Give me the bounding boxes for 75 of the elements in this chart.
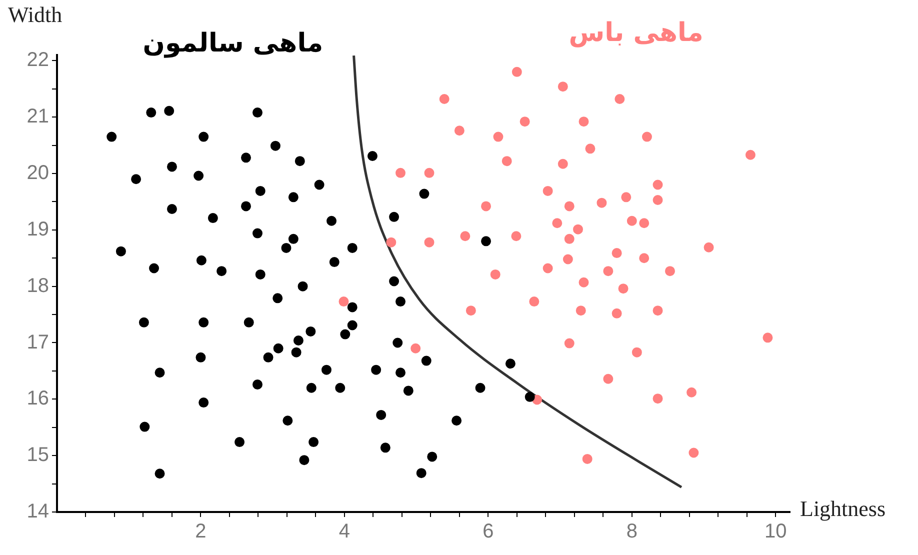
point — [664, 266, 675, 276]
point — [481, 201, 492, 212]
point — [490, 269, 500, 280]
point — [652, 180, 663, 190]
y-tick-label: 14 — [26, 500, 49, 523]
point — [639, 218, 650, 228]
x-tick-label: 6 — [482, 520, 494, 543]
point — [529, 296, 540, 307]
point — [614, 94, 625, 104]
point — [502, 156, 512, 166]
point — [396, 168, 406, 178]
point — [558, 82, 568, 92]
point — [542, 263, 553, 274]
point — [576, 306, 586, 316]
y-tick-label: 16 — [26, 388, 49, 410]
point — [460, 231, 470, 242]
series-label: ماهی باس — [568, 18, 704, 48]
point — [603, 266, 614, 276]
point — [439, 94, 450, 104]
point — [493, 132, 504, 142]
point — [582, 454, 592, 464]
point — [520, 116, 530, 127]
line-series — [352, 55, 683, 488]
y-axis-title: Width — [8, 2, 62, 27]
point — [578, 116, 589, 127]
point — [639, 253, 650, 264]
point — [686, 387, 697, 398]
point — [386, 237, 396, 248]
point — [618, 284, 628, 294]
point — [573, 224, 584, 234]
x-axis-title: Lightness — [800, 496, 886, 521]
point — [632, 347, 642, 358]
y-tick-label: 19 — [26, 218, 49, 240]
point — [585, 144, 596, 154]
point — [542, 186, 553, 196]
y-tick-label: 17 — [26, 331, 49, 354]
point — [424, 237, 434, 248]
point — [466, 306, 476, 316]
y-tick-label: 18 — [26, 274, 49, 297]
point — [424, 168, 434, 178]
point — [410, 343, 421, 354]
point — [564, 338, 574, 348]
point — [562, 254, 573, 264]
point — [626, 216, 637, 226]
point — [704, 242, 714, 252]
x-tick-label: 2 — [195, 520, 206, 543]
point — [578, 277, 589, 288]
x-tick-label: 4 — [338, 520, 350, 543]
y-tick-label: 21 — [26, 106, 49, 128]
x-tick-label: 10 — [764, 520, 787, 543]
point — [338, 296, 349, 307]
point — [558, 158, 568, 169]
point — [454, 126, 464, 136]
y-tick-label: 22 — [26, 49, 49, 72]
point — [652, 394, 663, 404]
point — [642, 132, 652, 142]
x-tick-label: 8 — [626, 520, 638, 543]
series-label: ماهی سالمون — [142, 28, 324, 59]
point — [596, 198, 607, 208]
point — [552, 218, 562, 228]
point — [612, 308, 622, 318]
y-tick-label: 15 — [26, 444, 49, 466]
point — [652, 195, 663, 205]
point — [688, 448, 699, 458]
point — [511, 231, 522, 242]
point — [652, 306, 663, 316]
point — [612, 248, 622, 258]
point — [745, 150, 756, 160]
point — [564, 234, 574, 244]
point — [564, 201, 574, 212]
point — [512, 66, 522, 77]
point — [621, 192, 632, 202]
y-tick-label: 20 — [26, 162, 49, 184]
point — [762, 332, 773, 343]
point — [603, 374, 614, 384]
